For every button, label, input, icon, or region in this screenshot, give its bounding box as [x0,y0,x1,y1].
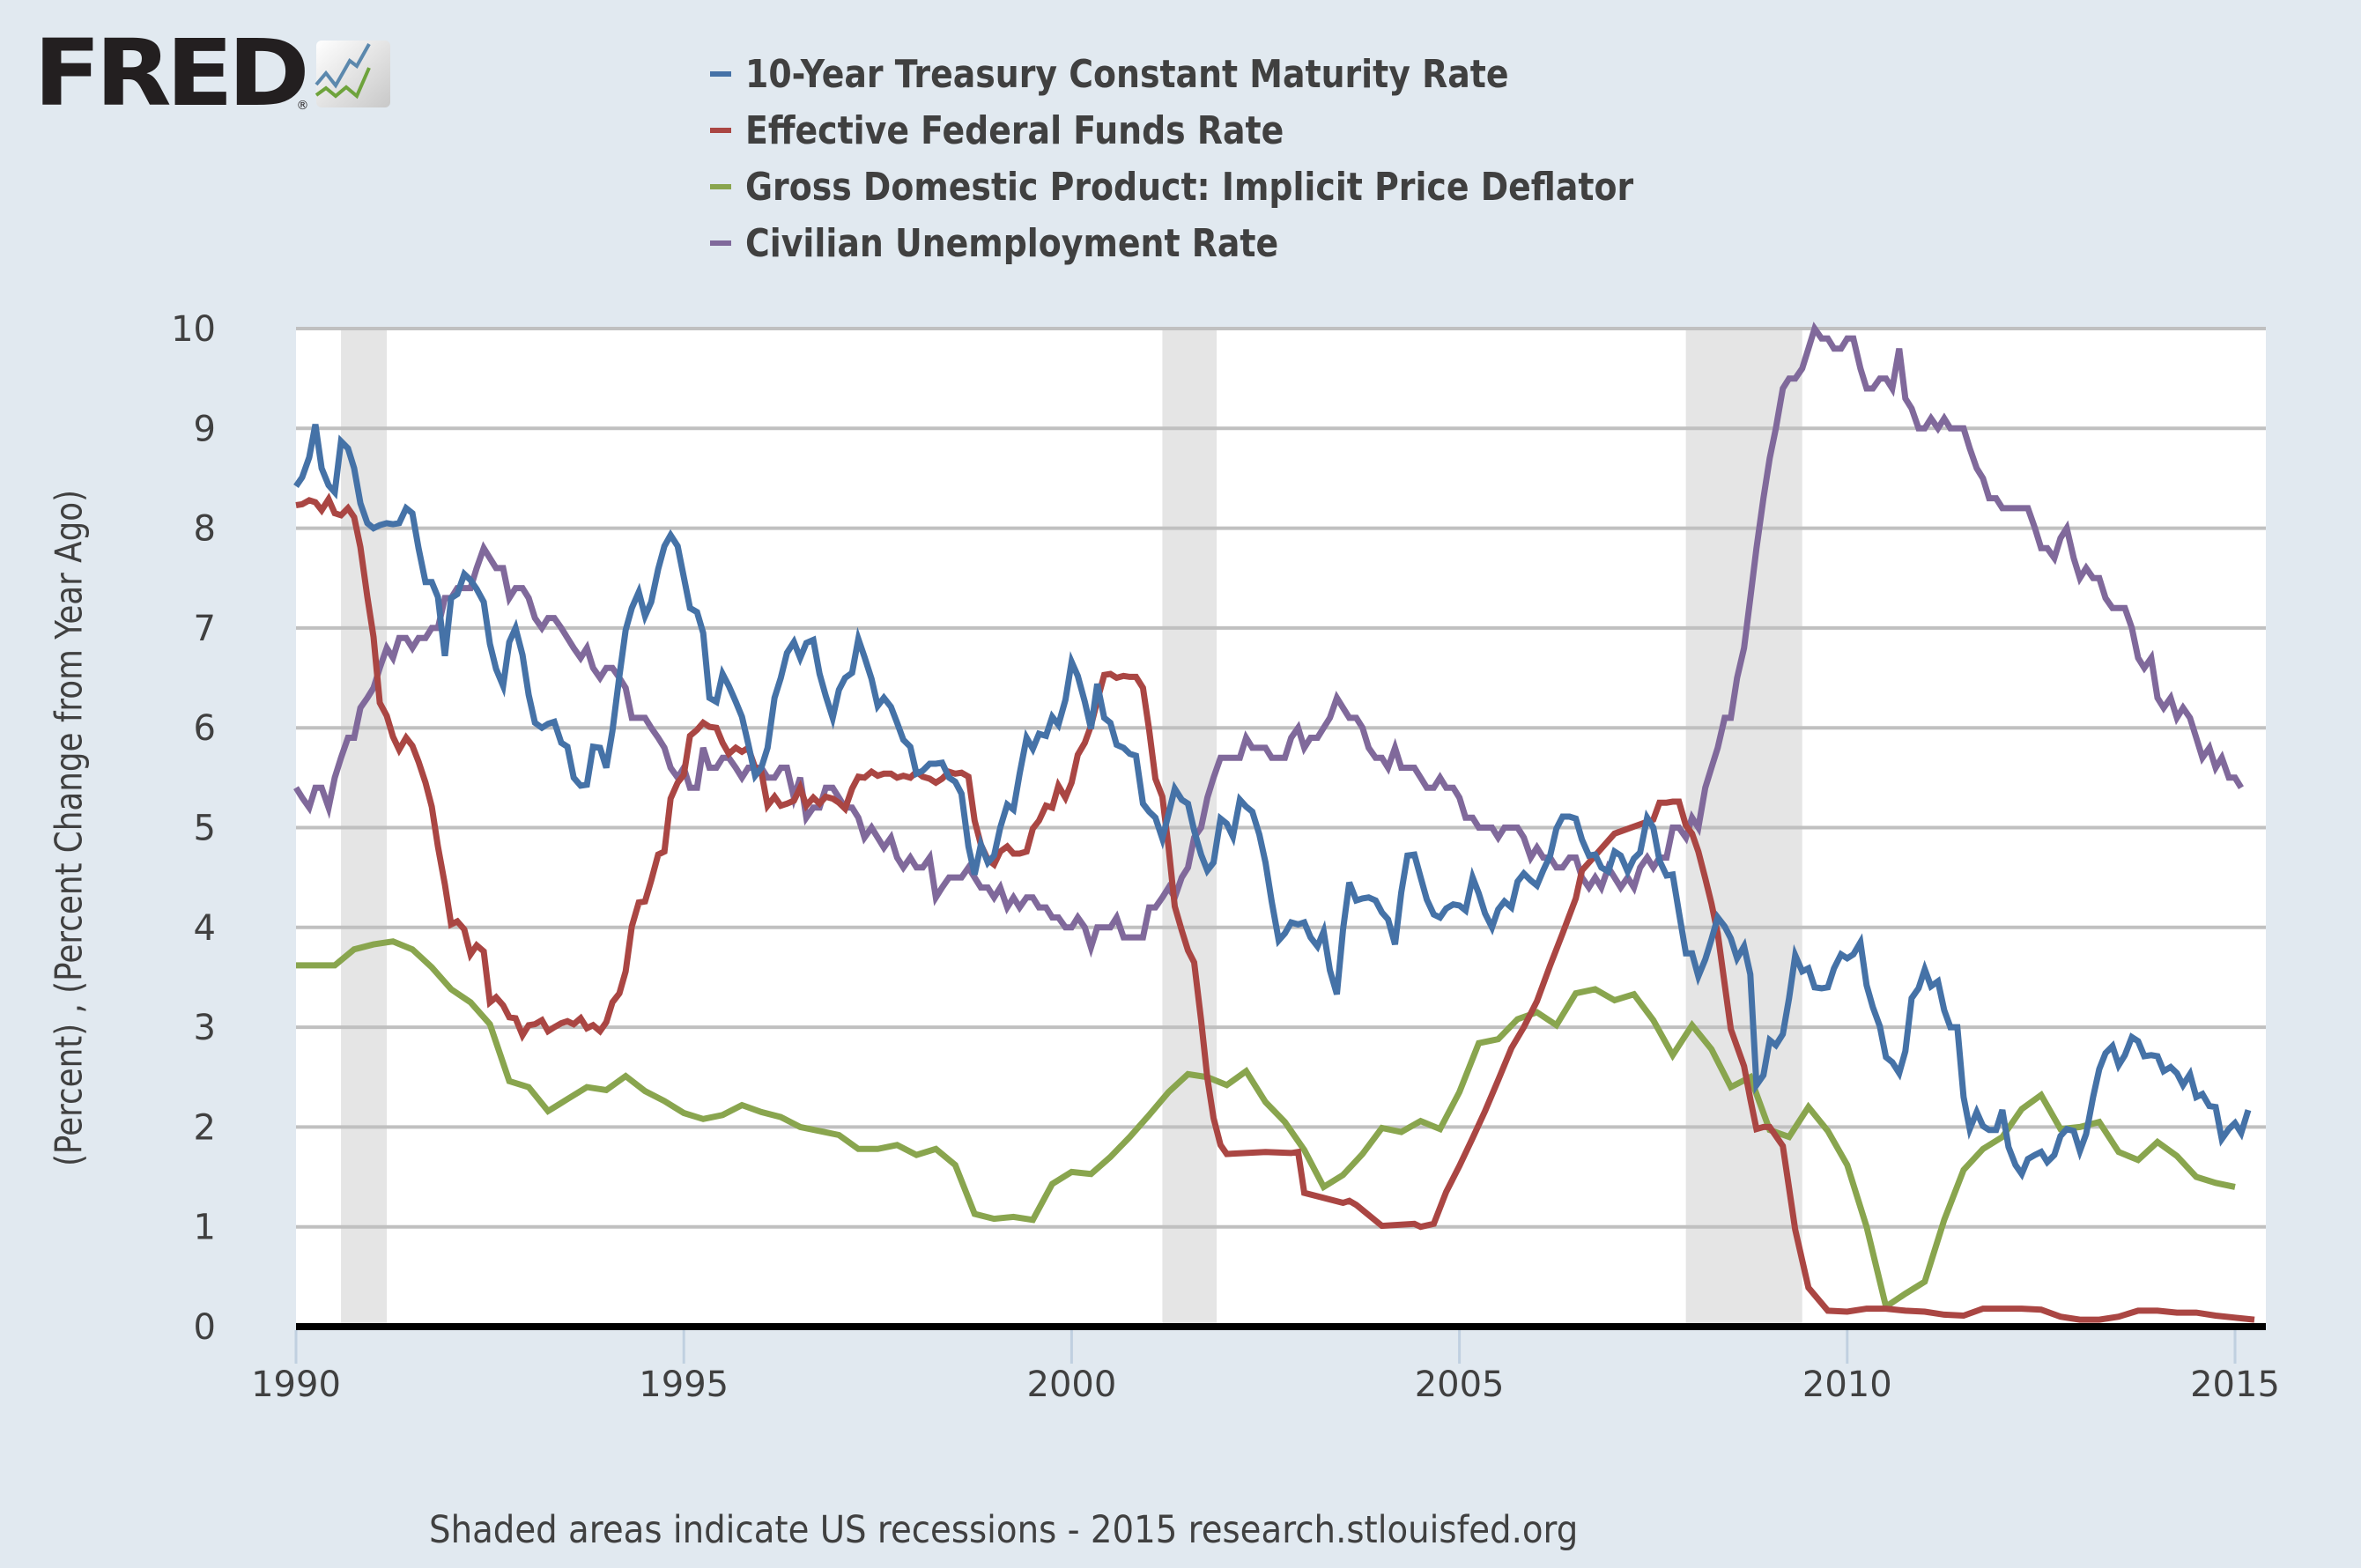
chart-line-icon [314,39,392,113]
y-tick-label: 6 [194,708,216,749]
y-tick-label: 1 [194,1208,216,1248]
y-tick-label: 0 [194,1307,216,1348]
series-line-fed-funds [295,492,2255,1323]
legend-item-treasury[interactable]: 10-Year Treasury Constant Maturity Rate [710,46,1778,102]
legend-label-fed-funds: Effective Federal Funds Rate [745,107,1284,153]
fred-logo-text: FRED [33,19,310,127]
footer-text: Shaded areas indicate US recessions - 20… [429,1508,1579,1552]
x-axis: 1990 1995 2000 2005 2010 2015 [251,1330,2280,1405]
series-line-treasury-10y [293,424,2252,1180]
legend-label-treasury: 10-Year Treasury Constant Maturity Rate [745,51,1509,97]
series-line-gdp-deflator [296,938,2236,1312]
x-tick-label: 2000 [1027,1365,1117,1405]
x-tick-label: 2010 [1802,1365,1892,1405]
legend-swatch-unemployment [710,240,731,246]
y-tick-label: 7 [194,609,216,649]
x-tick-label: 1995 [639,1365,729,1405]
legend-label-gdp-deflator: Gross Domestic Product: Implicit Price D… [745,164,1634,210]
x-tick-label: 2005 [1415,1365,1505,1405]
y-axis: 0 1 2 3 4 5 6 7 8 9 10 [171,309,216,1348]
y-tick-label: 10 [171,309,216,350]
x-axis-baseline [296,1323,2266,1330]
legend-item-fed-funds[interactable]: Effective Federal Funds Rate [710,102,1778,159]
legend: 10-Year Treasury Constant Maturity Rate … [710,46,1778,271]
x-tick-label: 1990 [251,1365,341,1405]
x-tick-label: 2015 [2190,1365,2280,1405]
y-tick-label: 3 [194,1008,216,1048]
y-tick-label: 9 [194,409,216,449]
legend-item-gdp-deflator[interactable]: Gross Domestic Product: Implicit Price D… [710,159,1778,215]
y-tick-label: 4 [194,908,216,949]
y-tick-label: 8 [194,509,216,550]
fred-logo[interactable]: FRED ® [33,19,392,127]
y-tick-label: 2 [194,1107,216,1148]
registered-mark: ® [296,99,309,113]
legend-swatch-treasury [710,71,731,77]
legend-item-unemployment[interactable]: Civilian Unemployment Rate [710,215,1778,271]
grid-lines [296,327,2266,1229]
legend-swatch-fed-funds [710,128,731,133]
series-lines [293,322,2255,1323]
y-tick-label: 5 [194,809,216,849]
legend-label-unemployment: Civilian Unemployment Rate [745,220,1279,266]
legend-swatch-gdp-deflator [710,184,731,189]
